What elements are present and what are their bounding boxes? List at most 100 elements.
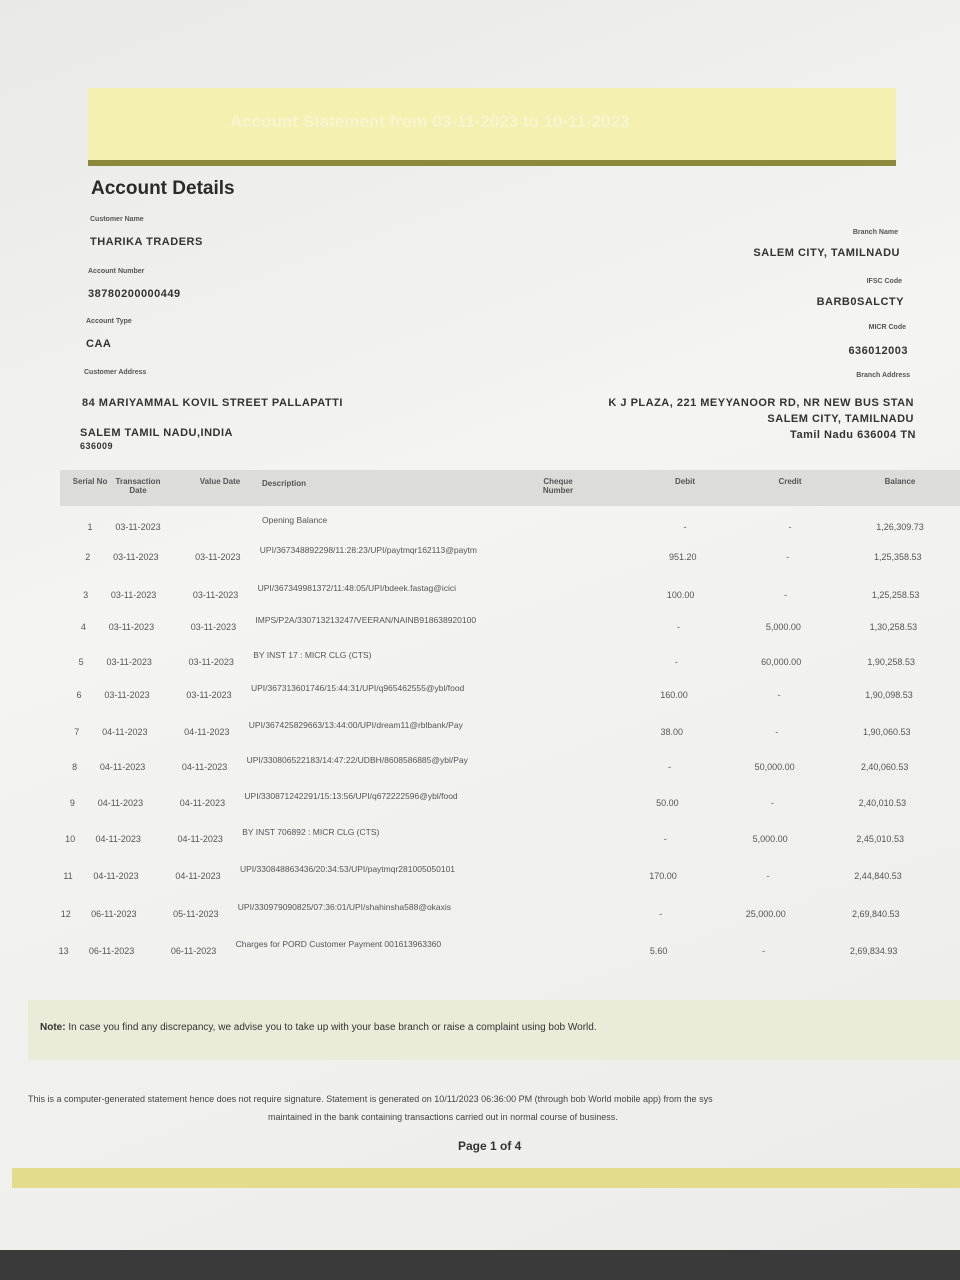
page-number: Page 1 of 4: [458, 1139, 522, 1153]
table-cell: 1,90,098.53: [865, 690, 913, 700]
field-value: 84 MARIYAMMAL KOVIL STREET PALLAPATTI: [82, 397, 343, 409]
table-cell: 03-11-2023: [195, 552, 241, 562]
field-value: 636012003: [848, 345, 908, 357]
table-cell: 2,69,834.93: [849, 946, 898, 956]
table-cell: -: [663, 834, 667, 844]
note-box: [28, 1000, 960, 1060]
table-cell: 7: [74, 727, 80, 737]
footer-text: This is a computer-generated statement h…: [28, 1094, 713, 1104]
field-label: Branch Name: [852, 229, 898, 236]
table-cell: 03-11-2023: [192, 590, 239, 600]
table-cell: 10: [65, 834, 76, 844]
table-cell: 12: [60, 909, 71, 919]
column-header: Transaction Date: [115, 477, 161, 495]
table-cell: 5,000.00: [752, 834, 788, 844]
note-text: In case you find any discrepancy, we adv…: [68, 1022, 597, 1033]
section-title: Account Details: [91, 178, 235, 199]
field-label: Account Number: [88, 268, 145, 275]
table-cell: 03-11-2023: [108, 622, 155, 632]
table-cell: 06-11-2023: [91, 909, 137, 919]
table-cell: Charges for PORD Customer Payment 001613…: [235, 939, 442, 949]
table-cell: -: [786, 552, 790, 562]
table-cell: 04-11-2023: [181, 762, 228, 772]
table-cell: -: [683, 522, 687, 532]
statement-paper: Account Statement from 03-11-2023 to 10-…: [0, 0, 960, 1250]
table-cell: -: [762, 946, 766, 956]
table-cell: 951.20: [669, 552, 697, 562]
table-cell: -: [766, 871, 770, 881]
field-value: 636009: [80, 441, 114, 451]
column-header: Debit: [675, 477, 695, 486]
field-value: SALEM CITY, TAMILNADU: [767, 413, 914, 425]
table-cell: 2: [85, 552, 91, 562]
table-cell: 04-11-2023: [184, 727, 230, 737]
table-cell: UPI/330806522183/14:47:22/UDBH/860858688…: [246, 755, 468, 765]
table-cell: 11: [63, 871, 73, 881]
table-cell: 5.60: [649, 946, 668, 956]
field-value: SALEM TAMIL NADU,INDIA: [80, 427, 233, 439]
field-label: Branch Address: [856, 372, 910, 379]
table-cell: UPI/330871242291/15:13:56/UPI/q672222596…: [244, 791, 458, 801]
table-cell: UPI/367349981372/11:48:05/UPI/bdeek.fast…: [257, 583, 457, 593]
table-cell: 1,90,258.53: [867, 657, 915, 667]
column-header: Balance: [884, 477, 916, 486]
field-value: THARIKA TRADERS: [90, 236, 203, 248]
note: Note: In case you find any discrepancy, …: [40, 1022, 597, 1033]
field-value: K J PLAZA, 221 MEYYANOOR RD, NR NEW BUS …: [608, 397, 914, 409]
table-cell: 03-11-2023: [110, 590, 157, 600]
table-cell: 25,000.00: [745, 909, 786, 919]
table-cell: 04-11-2023: [97, 798, 144, 808]
table-cell: UPI/367425829663/13:44:00/UPI/dream11@rb…: [248, 720, 463, 730]
field-value: 38780200000449: [88, 288, 181, 300]
table-cell: BY INST 17 : MICR CLG (CTS): [253, 650, 372, 660]
table-cell: 04-11-2023: [179, 798, 226, 808]
bottom-band: [12, 1168, 960, 1188]
table-cell: 1: [87, 522, 93, 532]
table-cell: 50.00: [656, 798, 679, 808]
table-cell: IMPS/P2A/330713213247/VEERAN/NAINB918638…: [255, 615, 477, 625]
table-cell: 05-11-2023: [173, 909, 219, 919]
field-label: Account Type: [86, 318, 132, 325]
table-cell: BY INST 706892 : MICR CLG (CTS): [242, 827, 380, 837]
table-cell: 03-11-2023: [190, 622, 237, 632]
column-header: Cheque Number: [542, 477, 574, 495]
table-cell: 03-11-2023: [106, 657, 152, 667]
table-cell: 170.00: [649, 871, 677, 881]
table-cell: 04-11-2023: [99, 762, 146, 772]
table-cell: -: [784, 590, 788, 600]
table-cell: 04-11-2023: [175, 871, 221, 881]
table-cell: 38.00: [660, 727, 684, 737]
table-cell: 03-11-2023: [115, 522, 161, 532]
table-cell: -: [659, 909, 663, 919]
footer-text: maintained in the bank containing transa…: [268, 1112, 618, 1122]
table-cell: 5: [78, 657, 84, 667]
table-cell: 03-11-2023: [188, 657, 234, 667]
table-cell: 160.00: [660, 690, 688, 700]
table-cell: 2,45,010.53: [856, 834, 904, 844]
table-cell: UPI/367313601746/15:44:31/UPI/q965462555…: [251, 683, 465, 693]
column-header: Serial No: [72, 477, 108, 486]
table-cell: 06-11-2023: [170, 946, 217, 956]
table-cell: -: [777, 690, 781, 700]
field-label: IFSC Code: [866, 278, 902, 285]
table-header-band: [60, 470, 960, 506]
field-value: SALEM CITY, TAMILNADU: [753, 247, 900, 259]
field-label: MICR Code: [868, 324, 906, 331]
table-cell: 2,69,840.53: [852, 909, 900, 919]
table-cell: UPI/330979090825/07:36:01/UPI/shahinsha5…: [237, 902, 452, 912]
table-cell: 2,40,010.53: [858, 798, 907, 808]
table-cell: 04-11-2023: [95, 834, 141, 844]
table-cell: 04-11-2023: [177, 834, 223, 844]
table-cell: 2,44,840.53: [854, 871, 902, 881]
column-header: Credit: [778, 477, 802, 486]
table-cell: 9: [69, 798, 75, 808]
table-cell: 13: [58, 946, 69, 956]
table-cell: 4: [80, 622, 86, 632]
banner-rule: [88, 160, 896, 166]
table-cell: -: [770, 798, 774, 808]
table-cell: 1,25,258.53: [871, 590, 920, 600]
table-cell: 1,90,060.53: [863, 727, 911, 737]
table-cell: 50,000.00: [754, 762, 795, 772]
table-cell: 100.00: [666, 590, 695, 600]
statement-title: Account Statement from 03-11-2023 to 10-…: [230, 112, 630, 131]
